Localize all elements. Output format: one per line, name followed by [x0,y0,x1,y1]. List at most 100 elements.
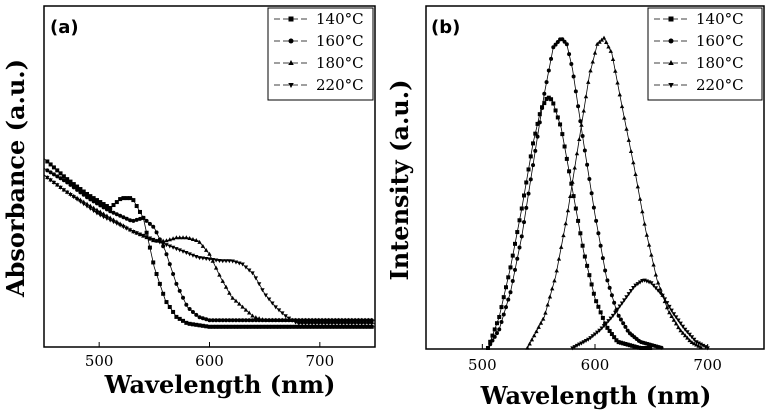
point-b-2-6 [538,320,544,325]
point-a-1-7 [68,182,73,187]
point-b-3-5 [581,340,586,345]
point-a-0-97 [366,324,371,329]
point-a-0-64 [257,324,262,329]
point-b-3-47 [676,318,681,323]
point-a-3-54 [223,259,229,264]
y-axis-label-b: Intensity (a.u.) [385,80,414,281]
point-b-2-31 [595,41,600,46]
point-a-0-76 [296,324,301,329]
point-b-0-69 [641,346,646,350]
chart-panel-a: 500 600 700 (a) Wavelength (nm) Absorbance… [1,5,376,399]
point-b-2-27 [586,79,591,84]
point-a-3-64 [256,282,262,287]
point-b-3-6 [583,338,589,343]
point-b-0-15 [519,206,524,211]
point-a-0-51 [214,324,219,329]
point-b-1-30 [553,42,558,47]
point-a-3-0 [45,175,50,180]
point-b-3-45 [671,312,677,317]
point-a-1-27 [134,217,139,222]
point-a-1-0 [45,168,50,173]
point-a-3-92 [349,321,355,326]
point-a-3-30 [144,235,149,240]
point-b-1-45 [587,177,592,182]
point-a-1-5 [61,178,66,183]
point-b-1-28 [549,56,554,61]
point-a-0-20 [111,203,116,208]
point-a-0-2 [51,165,56,170]
point-b-1-40 [576,104,581,109]
point-a-0-90 [343,324,348,329]
y-axis-label-a: Absorbance (a.u.) [1,59,30,298]
point-b-0-23 [537,112,542,117]
point-a-0-87 [333,324,338,329]
point-b-1-11 [510,279,515,284]
point-b-0-13 [515,230,520,235]
point-a-1-15 [94,201,99,206]
point-a-2-59 [240,304,245,309]
point-a-0-19 [108,206,113,210]
point-a-1-14 [91,199,96,204]
point-b-0-47 [591,291,596,296]
point-a-0-67 [267,324,272,329]
point-a-1-62 [250,318,255,323]
point-b-2-74 [691,341,697,346]
point-a-3-31 [147,236,153,241]
point-b-2-45 [626,137,631,142]
point-b-0-50 [598,310,603,315]
point-a-1-60 [243,318,248,323]
point-b-2-21 [572,165,577,170]
point-a-1-40 [177,288,182,293]
series-b-1 [485,37,664,350]
point-a-2-58 [237,301,242,306]
point-b-2-7 [540,316,546,321]
point-b-2-43 [622,115,627,120]
point-b-3-2 [574,343,580,348]
x-tick-label-700: 700 [306,352,335,370]
point-a-2-88 [336,317,341,322]
point-a-2-46 [197,239,202,244]
point-b-0-41 [578,231,583,236]
point-b-1-56 [612,300,617,305]
point-a-3-56 [230,259,235,264]
point-b-3-58 [700,343,706,348]
point-a-0-94 [356,324,361,329]
point-a-0-93 [353,324,358,329]
point-a-2-43 [187,235,192,240]
point-a-2-91 [346,317,351,322]
point-b-1-44 [585,162,590,167]
point-a-3-65 [260,288,265,293]
point-b-0-3 [492,327,497,332]
point-a-1-48 [204,317,209,322]
point-a-1-2 [51,172,56,177]
point-a-0-22 [118,197,123,202]
point-a-3-43 [187,252,192,257]
point-b-1-37 [569,62,574,67]
point-a-0-41 [181,318,186,323]
point-b-0-71 [645,346,650,350]
point-b-1-31 [555,39,560,44]
point-a-1-30 [144,218,149,223]
point-a-1-54 [224,318,229,323]
point-a-0-96 [363,324,368,329]
point-a-0-1 [48,162,53,167]
point-b-1-43 [582,148,587,153]
point-a-1-37 [167,262,172,267]
point-b-3-46 [673,315,679,320]
point-b-3-55 [694,340,699,345]
point-a-2-16 [98,209,103,214]
chart-panel-b: 500 600 700 (b) Wavelength (nm) Intensity … [385,5,765,410]
point-b-0-40 [576,218,581,223]
point-b-2-64 [669,313,674,318]
point-b-2-54 [646,242,652,247]
point-a-3-88 [336,321,341,326]
point-b-3-23 [622,298,627,303]
x-tick-label-600: 600 [195,352,224,370]
point-b-2-33 [599,37,604,42]
point-a-2-53 [220,278,225,283]
point-a-2-78 [303,317,308,322]
legend-label-b-3: 220°C [696,76,744,94]
legend-label-b-2: 180°C [696,54,744,72]
point-a-1-44 [190,309,195,314]
point-b-1-62 [625,328,630,333]
